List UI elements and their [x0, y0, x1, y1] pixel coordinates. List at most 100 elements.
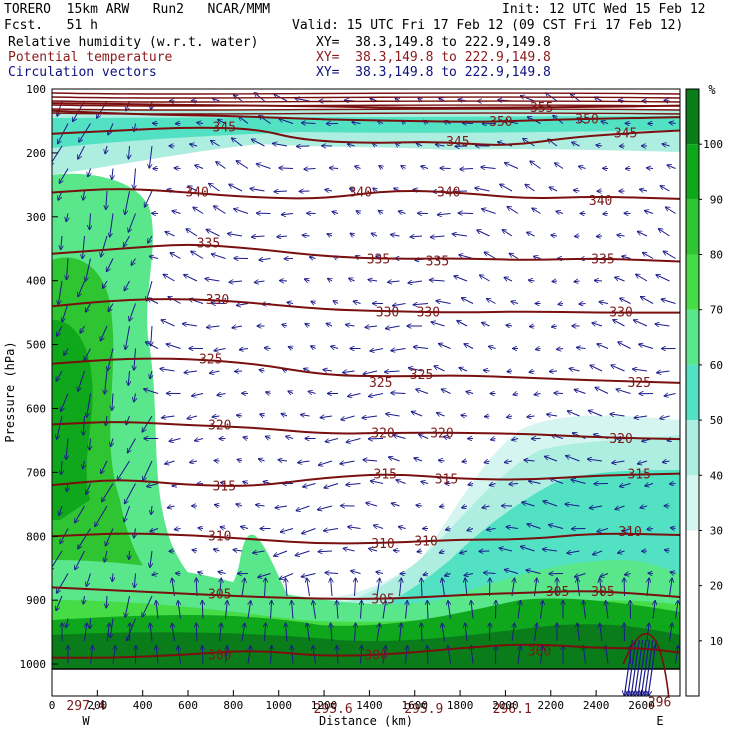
- y-axis-label: Pressure (hPa): [3, 341, 17, 442]
- circulation-vector: [214, 349, 226, 351]
- circulation-vector: [266, 392, 271, 394]
- colorbar-frame: [685, 88, 700, 697]
- circulation-vector: [61, 393, 69, 412]
- circulation-vector: [192, 550, 198, 551]
- field-vectors-xy: XY= 38.3,149.8 to 222.9,149.8: [316, 65, 551, 80]
- circulation-vector: [89, 438, 90, 451]
- circulation-vector: [288, 347, 293, 349]
- circulation-vector: [237, 415, 243, 416]
- circulation-vector: [543, 501, 558, 507]
- circulation-vector: [318, 460, 333, 465]
- circulation-vector: [589, 506, 603, 508]
- circulation-vector: [440, 506, 445, 507]
- circulation-vector: [436, 145, 445, 147]
- circulation-vector: [298, 461, 310, 463]
- x-tick-label: 2400: [583, 699, 610, 712]
- circulation-vector: [197, 123, 204, 124]
- circulation-vector: [507, 207, 519, 214]
- circulation-vector: [482, 322, 490, 326]
- circulation-vector: [123, 235, 130, 247]
- circulation-vector: [482, 506, 490, 508]
- circulation-vector: [574, 390, 586, 394]
- circulation-vector: [489, 484, 496, 486]
- circulation-vector: [190, 144, 198, 146]
- circulation-vector: [388, 281, 400, 282]
- colorbar-segment: [686, 585, 699, 641]
- theta-label: 315: [627, 467, 650, 482]
- circulation-vector: [601, 121, 609, 123]
- circulation-vector: [532, 208, 541, 214]
- circulation-vector: [615, 277, 625, 282]
- circulation-vector: [464, 344, 474, 349]
- circulation-vector: [292, 601, 294, 619]
- circulation-vector: [512, 623, 515, 642]
- circulation-vector: [265, 436, 271, 438]
- circulation-vector: [509, 253, 519, 259]
- circulation-vector: [504, 277, 513, 281]
- theta-label: 335: [591, 253, 614, 268]
- circulation-vector: [526, 570, 541, 574]
- circulation-vector: [460, 551, 468, 553]
- circulation-vector: [311, 301, 316, 303]
- circulation-vector: [213, 549, 220, 551]
- circulation-vector: [534, 394, 541, 395]
- circulation-vector: [143, 460, 153, 481]
- y-tick-label: 400: [26, 275, 46, 288]
- theta-label: 310: [371, 537, 394, 552]
- circulation-vector: [612, 461, 625, 463]
- circulation-vector: [464, 574, 474, 576]
- theta-label: 295.6: [314, 702, 353, 717]
- theta-contour-310: [52, 532, 680, 545]
- circulation-vector: [102, 483, 114, 502]
- circulation-vector: [441, 389, 451, 394]
- circulation-vector: [95, 505, 108, 527]
- circulation-vector: [128, 213, 136, 233]
- circulation-vector: [618, 551, 625, 553]
- circulation-vector: [573, 190, 580, 191]
- circulation-vector: [506, 325, 513, 326]
- circulation-vector: [653, 601, 655, 619]
- circulation-vector: [661, 299, 676, 304]
- theta-label: 345: [614, 127, 637, 142]
- circulation-vector: [193, 207, 204, 214]
- circulation-vector: [86, 483, 91, 495]
- theta-label: 340: [589, 194, 612, 209]
- circulation-vector: [454, 276, 468, 282]
- circulation-vector: [664, 101, 670, 102]
- circulation-vector: [59, 168, 69, 184]
- theta-contour-320: [52, 421, 680, 441]
- circulation-vector: [401, 166, 406, 169]
- field-rh-xy: XY= 38.3,149.8 to 222.9,149.8: [316, 35, 551, 50]
- circulation-vector: [303, 483, 316, 488]
- circulation-vector: [349, 278, 355, 281]
- circulation-vector: [444, 436, 451, 438]
- circulation-vector: [590, 365, 603, 372]
- circulation-vector: [247, 646, 251, 664]
- circulation-vector: [430, 280, 445, 281]
- circulation-vector: [430, 236, 445, 237]
- circulation-vector: [555, 163, 564, 169]
- circulation-vector: [318, 551, 333, 552]
- circulation-vector: [421, 166, 429, 168]
- circulation-vector: [625, 574, 631, 575]
- circulation-vector: [437, 413, 445, 416]
- circulation-vector: [389, 457, 400, 462]
- valid-time: Valid: 15 UTC Fri 17 Feb 12 (09 CST Fri …: [292, 18, 684, 33]
- circulation-vector: [196, 623, 197, 642]
- circulation-vector: [86, 573, 91, 587]
- circulation-vector: [527, 524, 541, 529]
- circulation-vector: [527, 416, 535, 417]
- circulation-vector: [466, 391, 474, 393]
- circulation-vector: [400, 623, 402, 642]
- circulation-vector: [229, 184, 243, 192]
- circulation-vector: [622, 529, 631, 532]
- circulation-vector: [174, 529, 181, 530]
- y-tick-label: 1000: [20, 658, 47, 671]
- circulation-vector: [212, 416, 220, 417]
- theta-label: 335: [197, 237, 220, 252]
- circulation-vector: [529, 371, 535, 372]
- circulation-vector: [279, 119, 294, 124]
- circulation-vector: [198, 572, 204, 574]
- circulation-vector: [216, 162, 226, 169]
- circulation-vector: [660, 416, 670, 419]
